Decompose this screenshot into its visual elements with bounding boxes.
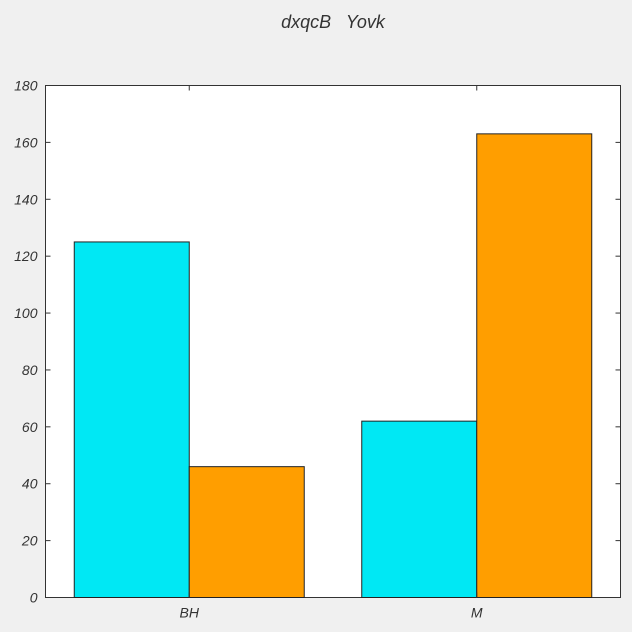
y-tick-label: 0 (30, 590, 38, 606)
y-tick-label: 80 (22, 362, 38, 378)
y-tick-label: 40 (22, 476, 38, 492)
y-tick-label: 20 (21, 533, 38, 549)
bar-bh-series-1 (74, 242, 189, 598)
y-tick-label: 140 (14, 191, 38, 207)
y-tick-label: 120 (14, 248, 38, 264)
y-tick-label: 160 (14, 134, 38, 150)
y-tick-label: 100 (14, 305, 38, 321)
x-tick-label-bh: BH (180, 605, 200, 621)
bar-bh-series-2 (189, 467, 304, 598)
x-tick-label-m: M (471, 605, 483, 621)
y-tick-label: 60 (22, 419, 38, 435)
chart-title: dxqcB Yovk (281, 12, 386, 32)
bar-m-series-1 (362, 421, 477, 597)
y-tick-label: 180 (14, 78, 38, 94)
bar-m-series-2 (477, 134, 592, 598)
